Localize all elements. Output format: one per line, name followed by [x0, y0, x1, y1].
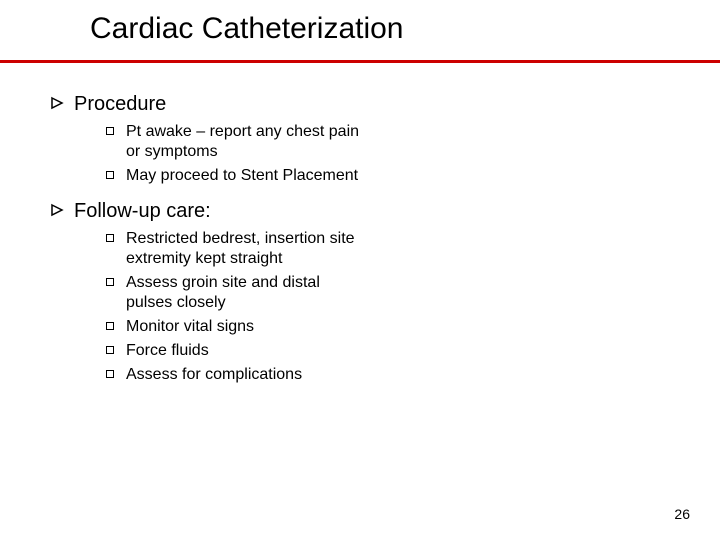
list-item-text: Force fluids [126, 341, 209, 361]
list-item-text: Assess groin site and distal pulses clos… [126, 273, 370, 313]
arrow-bullet-icon [50, 203, 64, 217]
list-item: May proceed to Stent Placement [106, 166, 370, 186]
list-item-text: Pt awake – report any chest pain or symp… [126, 122, 370, 162]
list-item: Force fluids [106, 341, 370, 361]
list-item-text: Monitor vital signs [126, 317, 254, 337]
title-area: Cardiac Catheterization [0, 0, 720, 46]
slide-title: Cardiac Catheterization [90, 12, 720, 46]
list-item: Pt awake – report any chest pain or symp… [106, 122, 370, 162]
sub-list: Restricted bedrest, insertion site extre… [106, 229, 370, 385]
section-heading: Procedure [50, 93, 370, 116]
content-area: Procedure Pt awake – report any chest pa… [0, 63, 370, 385]
page-number: 26 [674, 506, 690, 522]
list-item-text: Assess for complications [126, 365, 302, 385]
section-heading: Follow-up care: [50, 200, 370, 223]
arrow-bullet-icon [50, 96, 64, 110]
section-label: Procedure [74, 93, 166, 116]
slide: Cardiac Catheterization Procedure Pt awa… [0, 0, 720, 540]
square-bullet-icon [106, 127, 114, 135]
list-item-text: May proceed to Stent Placement [126, 166, 358, 186]
sub-list: Pt awake – report any chest pain or symp… [106, 122, 370, 186]
list-item: Restricted bedrest, insertion site extre… [106, 229, 370, 269]
square-bullet-icon [106, 278, 114, 286]
list-item-text: Restricted bedrest, insertion site extre… [126, 229, 370, 269]
list-item: Assess groin site and distal pulses clos… [106, 273, 370, 313]
square-bullet-icon [106, 171, 114, 179]
square-bullet-icon [106, 346, 114, 354]
square-bullet-icon [106, 370, 114, 378]
list-item: Assess for complications [106, 365, 370, 385]
list-item: Monitor vital signs [106, 317, 370, 337]
section-label: Follow-up care: [74, 200, 211, 223]
square-bullet-icon [106, 234, 114, 242]
square-bullet-icon [106, 322, 114, 330]
